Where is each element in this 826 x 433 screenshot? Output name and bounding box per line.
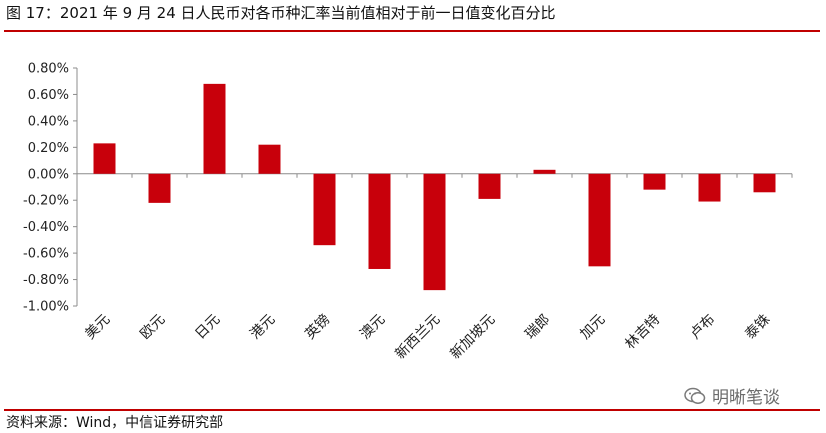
bar [93, 143, 116, 174]
bar [588, 173, 611, 267]
category-label: 林吉特 [622, 312, 663, 353]
watermark: 明晰笔谈 [684, 383, 780, 408]
y-tick-label: -0.60% [23, 247, 69, 262]
bar [203, 83, 226, 174]
source-note: 资料来源：Wind，中信证券研究部 [6, 415, 224, 431]
bar [148, 173, 171, 203]
bar [313, 173, 336, 246]
y-tick-label: 0.00% [28, 167, 69, 182]
bottom-divider [4, 409, 820, 411]
bar [423, 173, 446, 291]
y-tick-label: 0.60% [28, 88, 69, 103]
top-divider [4, 30, 820, 32]
y-tick-label: -1.00% [23, 300, 69, 315]
category-label: 瑞郎 [522, 312, 553, 343]
bar [643, 173, 666, 190]
category-label: 加元 [577, 312, 608, 343]
chart-title: 图 17：2021 年 9 月 24 日人民币对各币种汇率当前值相对于前一日值变… [6, 4, 556, 22]
category-label: 卢布 [687, 312, 718, 343]
bar [753, 173, 776, 193]
category-label: 新加坡元 [447, 312, 498, 363]
category-label: 港元 [247, 312, 278, 343]
category-label: 美元 [82, 312, 113, 343]
watermark-text: 明晰笔谈 [712, 388, 780, 408]
category-label: 欧元 [137, 312, 168, 343]
category-label: 新西兰元 [392, 312, 443, 363]
bar [478, 173, 501, 199]
bar [368, 173, 391, 269]
y-tick-label: -0.80% [23, 273, 69, 288]
category-label: 泰铢 [742, 312, 773, 343]
y-tick-label: -0.20% [23, 194, 69, 209]
y-tick-label: 0.40% [28, 114, 69, 129]
category-label: 澳元 [357, 312, 388, 343]
bar [533, 169, 556, 174]
wechat-icon [684, 387, 706, 405]
y-tick-label: 0.80% [28, 62, 69, 77]
category-label: 日元 [192, 312, 223, 343]
y-tick-label: 0.20% [28, 141, 69, 156]
category-label: 英镑 [302, 311, 334, 343]
bar [258, 144, 281, 174]
bar [698, 173, 721, 202]
y-tick-label: -0.40% [23, 220, 69, 235]
